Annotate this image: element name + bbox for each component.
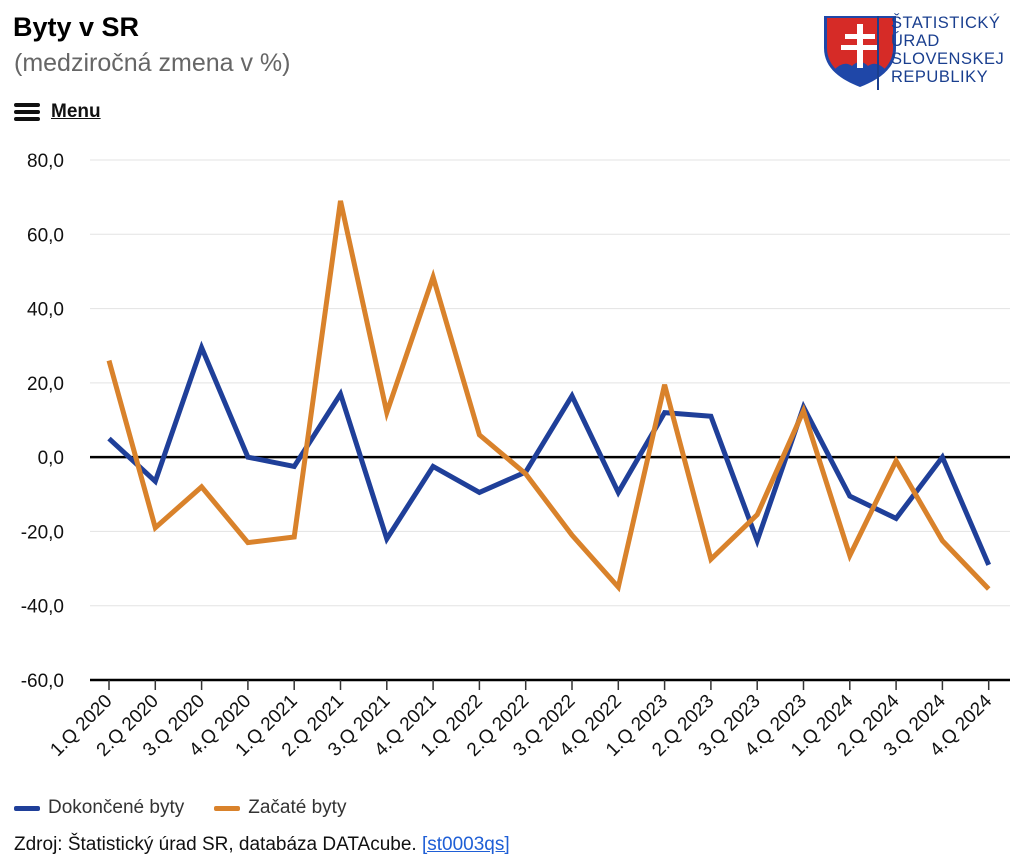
chart-subtitle: (medziročná zmena v %): [14, 49, 291, 77]
legend-label: Začaté byty: [248, 797, 347, 818]
hamburger-icon: [14, 103, 40, 121]
logo-wordmark: ŠTATISTICKÝ ÚRAD SLOVENSKEJ REPUBLIKY: [891, 14, 1004, 86]
series-line-dokon-en-byty: [107, 340, 991, 566]
legend: Dokončené byty Začaté byty: [14, 797, 376, 819]
logo-line: REPUBLIKY: [891, 68, 989, 86]
legend-label: Dokončené byty: [48, 797, 185, 818]
source-link[interactable]: [st0003qs]: [421, 834, 510, 855]
y-tick-label: -20,0: [21, 522, 64, 543]
menu-label: Menu: [51, 101, 101, 122]
legend-swatch: [214, 805, 241, 811]
y-tick-label: -60,0: [21, 671, 64, 692]
y-tick-label: 40,0: [27, 300, 64, 321]
menu-button[interactable]: Menu: [14, 101, 101, 123]
logo-line: SLOVENSKEJ: [891, 50, 1005, 68]
logo-line: ÚRAD: [891, 32, 940, 50]
logo-divider: [877, 16, 879, 90]
y-tick-label: 0,0: [38, 448, 64, 469]
chart-title: Byty v SR: [13, 12, 140, 42]
legend-item-dokoncene[interactable]: Dokončené byty: [14, 797, 184, 819]
legend-swatch: [14, 805, 40, 811]
y-tick-label: 80,0: [27, 151, 64, 172]
y-tick-label: 20,0: [27, 374, 64, 395]
legend-item-zacate[interactable]: Začaté byty: [214, 797, 346, 819]
source-text: Zdroj: Štatistický úrad SR, databáza DAT…: [14, 834, 417, 855]
series-line-za-at-byty: [106, 200, 991, 593]
source-note: Zdroj: Štatistický úrad SR, databáza DAT…: [14, 834, 510, 856]
line-chart: 80,060,040,020,00,0-20,0-40,0-60,01.Q 20…: [21, 151, 1010, 761]
y-tick-label: 60,0: [27, 225, 64, 246]
y-tick-label: -40,0: [21, 597, 64, 618]
logo-line: ŠTATISTICKÝ: [891, 14, 1001, 32]
